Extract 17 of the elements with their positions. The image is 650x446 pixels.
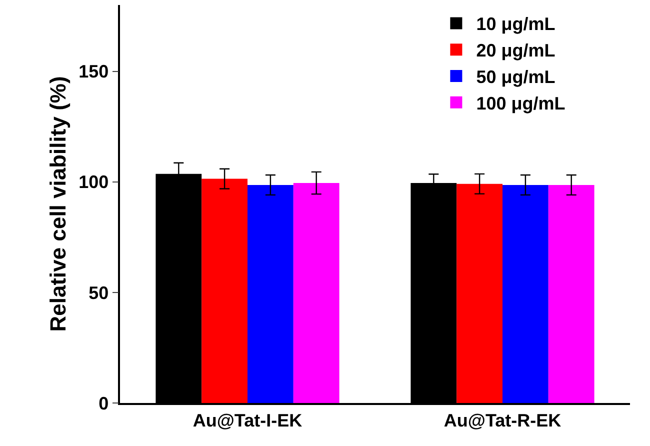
bar — [293, 182, 340, 403]
bar — [248, 184, 294, 403]
legend-label: 100 μg/mL — [476, 93, 566, 114]
legend-label: 20 μg/mL — [476, 40, 556, 61]
y-axis-title: Relative cell viability (%) — [46, 76, 70, 332]
y-tick-label: 150 — [78, 62, 109, 82]
x-tick-label: Au@Tat-R-EK — [444, 410, 562, 430]
bar — [502, 184, 548, 403]
bar — [202, 178, 248, 403]
legend-label: 50 μg/mL — [476, 67, 556, 88]
y-tick-label: 0 — [98, 393, 109, 414]
legend-label: 10 μg/mL — [476, 14, 556, 34]
y-tick-label: 50 — [88, 282, 109, 303]
bar — [456, 184, 502, 403]
x-tick-label: Au@Tat-I-EK — [192, 410, 302, 430]
bar — [548, 184, 594, 403]
y-tick-label: 100 — [78, 172, 109, 192]
